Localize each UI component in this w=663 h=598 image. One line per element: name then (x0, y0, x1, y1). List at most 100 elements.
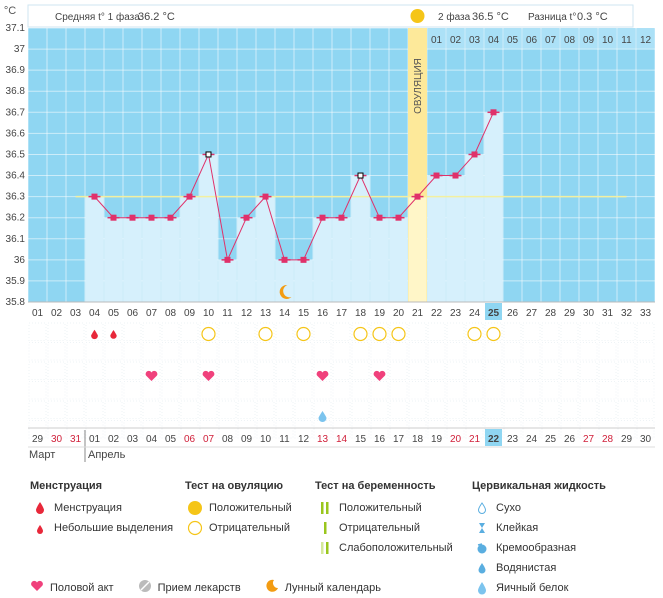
legend-pregnancy-positive: Положительный (315, 498, 453, 518)
legend-menstruation: Менструация Менструация Небольшие выделе… (30, 480, 173, 538)
cycle-day-label: 17 (336, 308, 348, 319)
symptom-cell (579, 342, 598, 361)
symptom-cell (522, 400, 541, 419)
symptom-cell (408, 381, 427, 400)
symptom-cell (579, 361, 598, 380)
legend-medication-label: Прием лекарств (157, 581, 241, 594)
temperature-point (224, 256, 231, 263)
symptom-cell (541, 400, 560, 419)
symptom-cell (275, 342, 294, 361)
symptom-cell (484, 381, 503, 400)
symptom-cell (522, 381, 541, 400)
cycle-day-label: 24 (469, 308, 481, 319)
symptom-cell (256, 420, 275, 439)
legend-menstruation-light: Небольшие выделения (30, 518, 173, 538)
temperature-point (471, 151, 478, 158)
ovulation-test-negative-icon (467, 326, 482, 342)
symptom-cell (351, 361, 370, 380)
symptom-cell (47, 400, 66, 419)
symptom-cell (541, 322, 560, 341)
date-label: 01 (89, 434, 101, 445)
symptom-cell (541, 342, 560, 361)
symptom-cell (28, 381, 47, 400)
date-label: 20 (450, 434, 462, 445)
menstruation-small-drop-icon (110, 330, 117, 339)
date-label: 29 (621, 434, 633, 445)
legend-menstruation-full-label: Менструация (54, 502, 122, 514)
symptom-cell (237, 361, 256, 380)
symptom-cell (161, 342, 180, 361)
legend-medication: Прием лекарств (138, 579, 241, 596)
temperature-point (357, 172, 364, 179)
phase2-day-cell (446, 29, 465, 49)
y-tick-label: 37.1 (6, 23, 26, 34)
y-tick-label: 36.2 (6, 213, 26, 224)
cycle-day-label: 01 (32, 308, 44, 319)
symptom-cell (104, 400, 123, 419)
date-label: 10 (260, 434, 272, 445)
symptom-cell (218, 322, 237, 341)
cycle-day-label: 32 (621, 308, 633, 319)
moon-icon (265, 579, 279, 596)
legend-ovulation-test-title: Тест на овуляцию (185, 480, 284, 492)
symptom-cell (484, 400, 503, 419)
phase2-day-label: 12 (640, 35, 652, 46)
symptom-cell (332, 381, 351, 400)
symptom-cell (104, 322, 123, 341)
symptom-cell (465, 420, 484, 439)
symptom-cell (123, 342, 142, 361)
drop-filled-icon (472, 561, 492, 575)
ovulation-test-negative-icon (296, 326, 311, 342)
single-stripe-icon (315, 521, 335, 535)
phase2-day-label: 11 (621, 35, 632, 46)
ovulation-label: ОВУЛЯЦИЯ (413, 58, 424, 114)
symptom-cell (180, 381, 199, 400)
symptom-cell (484, 342, 503, 361)
symptom-cell (161, 322, 180, 341)
temperature-point (167, 214, 174, 221)
temperature-point (376, 214, 383, 221)
symptom-cell (180, 342, 199, 361)
symptom-cell (560, 381, 579, 400)
symptom-cell (218, 400, 237, 419)
legend-menstruation-light-label: Небольшие выделения (54, 522, 174, 534)
symptom-cell (218, 381, 237, 400)
symptom-cell (598, 400, 617, 419)
symptom-cell (218, 420, 237, 439)
date-label: 22 (488, 434, 500, 445)
y-tick-label: 36 (14, 255, 26, 266)
diff-label: Разница t° (528, 12, 576, 23)
symptom-cell (104, 381, 123, 400)
symptom-cell (560, 420, 579, 439)
moon-icon (279, 284, 292, 299)
heart-icon (316, 370, 329, 381)
heart-icon (30, 580, 44, 595)
date-label: 23 (507, 434, 519, 445)
phase2-day-label: 09 (583, 35, 595, 46)
month-label: Март (29, 449, 55, 461)
phase2-day-cell (598, 29, 617, 49)
temperature-point (414, 193, 421, 200)
circle-filled-icon (185, 500, 205, 516)
symptom-cell (199, 420, 218, 439)
temperature-bar (389, 217, 408, 302)
legend-cervical-creamy: Кремообразная (472, 538, 606, 558)
date-label: 03 (127, 434, 139, 445)
legend-ovulation-test: Тест на овуляцию Положительный Отрицател… (185, 480, 292, 538)
symptom-cell (598, 381, 617, 400)
symptom-cell (332, 361, 351, 380)
symptom-cell (389, 342, 408, 361)
symptom-cell (541, 361, 560, 380)
symptom-cell (161, 420, 180, 439)
symptom-cell (446, 322, 465, 341)
ovulation-sun-icon (410, 9, 425, 23)
symptom-cell (275, 381, 294, 400)
symptom-cell (294, 400, 313, 419)
creamy-drop-icon (472, 541, 492, 555)
temperature-bar (313, 217, 332, 302)
temperature-bar (218, 259, 237, 302)
symptom-cell (28, 322, 47, 341)
symptom-cell (446, 381, 465, 400)
symptom-cell (332, 420, 351, 439)
cycle-day-label: 02 (51, 308, 63, 319)
